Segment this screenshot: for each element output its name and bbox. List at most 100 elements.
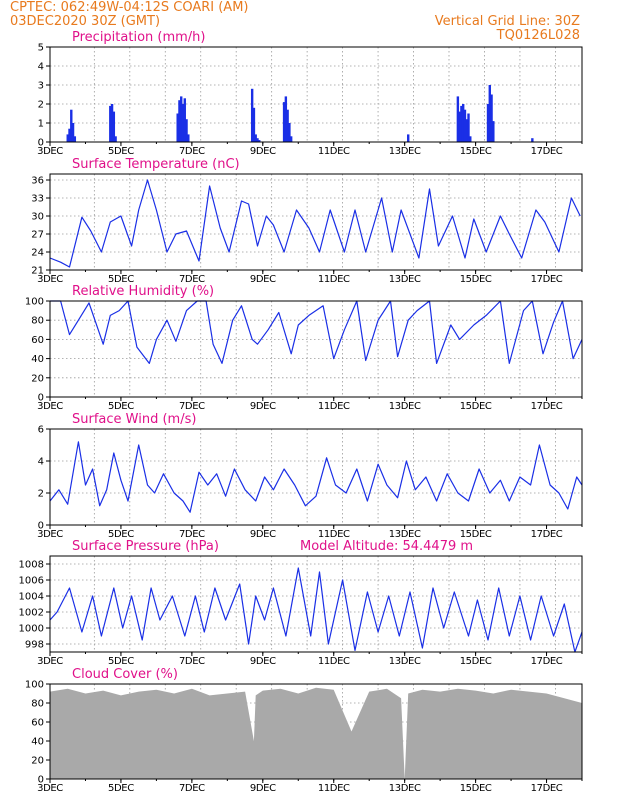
precipitation-bar (284, 96, 288, 142)
model-code: TQ0126L028 (496, 28, 580, 43)
cloud-cover-title: Cloud Cover (%) (72, 667, 178, 682)
humidity-xtick-label: 11DEC (318, 401, 350, 412)
precipitation-bar (176, 113, 179, 142)
humidity-ytick-label: 0 (38, 393, 44, 404)
precipitation-bar (185, 119, 188, 142)
temperature-ytick-label: 21 (31, 266, 44, 277)
pressure-xtick-label: 5DEC (108, 656, 134, 667)
precipitation-bar (178, 100, 181, 142)
temperature-xtick-label: 9DEC (250, 274, 276, 285)
pressure-ytick-label: 1008 (19, 560, 44, 571)
precipitation-bar (486, 104, 490, 142)
temperature-ytick-label: 27 (31, 230, 44, 241)
temperature-xtick-label: 13DEC (389, 274, 421, 285)
temperature-panel: Surface Temperature (nC) 21 24 27 30 33 36 3DE… (31, 157, 583, 285)
pressure-xtick-label: 3DEC (37, 656, 63, 667)
wind-xtick-label: 13DEC (389, 529, 421, 540)
temperature-ytick-label: 30 (31, 212, 44, 223)
pressure-xtick-label: 15DEC (460, 656, 492, 667)
precipitation-bar (66, 134, 69, 142)
precipitation-bar (256, 138, 259, 142)
wind-xtick-label: 3DEC (37, 529, 63, 540)
precipitation-bar (114, 136, 117, 142)
precipitation-bar (187, 134, 190, 142)
cloud-cover-xtick-label: 15DEC (460, 783, 492, 794)
wind-ytick-label: 6 (38, 425, 44, 436)
precipitation-bar (458, 111, 461, 142)
humidity-ytick-label: 100 (25, 297, 44, 308)
humidity-xtick-label: 3DEC (37, 401, 63, 412)
pressure-series-line (49, 567, 583, 653)
cloud-cover-xtick-label: 9DEC (250, 783, 276, 794)
humidity-xtick-label: 17DEC (531, 401, 563, 412)
precipitation-bar (73, 136, 77, 142)
precipitation-bar (181, 104, 185, 142)
temperature-ytick-label: 36 (31, 176, 44, 187)
precipitation-bar (112, 111, 116, 142)
precipitation-bar (467, 113, 470, 142)
precipitation-bar (531, 138, 534, 142)
wind-xtick-label: 9DEC (250, 529, 276, 540)
cloud-cover-frame (49, 683, 583, 780)
precipitation-bar (68, 128, 71, 142)
temperature-xtick-label: 7DEC (179, 274, 205, 285)
cloud-cover-area (50, 687, 582, 779)
precipitation-bar (465, 119, 468, 142)
pressure-title: Surface Pressure (hPa) (72, 539, 219, 554)
cloud-cover-xtick-label: 3DEC (37, 783, 63, 794)
precipitation-ytick-label: 0 (38, 138, 44, 149)
humidity-series-line (50, 300, 583, 364)
precipitation-bar (461, 104, 465, 142)
pressure-ytick-label: 1006 (19, 576, 44, 587)
precipitation-bar (469, 136, 472, 142)
precipitation-bar (109, 105, 112, 142)
precipitation-title: Precipitation (mm/h) (72, 30, 205, 45)
cloud-cover-ytick-label: 20 (31, 756, 44, 767)
cloud-cover-xtick-label: 17DEC (531, 783, 563, 794)
humidity-ytick-label: 80 (31, 316, 44, 327)
cloud-cover-ytick-label: 100 (25, 680, 44, 691)
wind-frame (49, 428, 583, 526)
wind-xtick-label: 7DEC (179, 529, 205, 540)
run-date-header: 03DEC2020 30Z (GMT) (10, 14, 160, 29)
precipitation-bar (254, 134, 257, 142)
cloud-cover-panel: Cloud Cover (%) 0 20 40 60 80 100 3DEC 5DEC 7DEC… (25, 667, 583, 794)
precipitation-bar (70, 109, 73, 142)
precipitation-bar (488, 85, 491, 142)
cloud-cover-xtick-label: 7DEC (179, 783, 205, 794)
model-altitude-annotation: Model Altitude: 54.4479 m (300, 539, 473, 554)
precipitation-bar (490, 94, 493, 142)
pressure-xtick-label: 17DEC (531, 656, 563, 667)
precipitation-xtick-label: 5DEC (108, 146, 134, 157)
temperature-xtick-label: 5DEC (108, 274, 134, 285)
precipitation-frame (49, 46, 583, 143)
precipitation-bar (250, 88, 254, 142)
humidity-ytick-label: 60 (31, 335, 44, 346)
humidity-frame (49, 300, 583, 398)
temperature-xtick-label: 17DEC (531, 274, 563, 285)
wind-panel: Surface Wind (m/s) 0 2 4 6 3DEC 5DEC 7DEC 9DEC 1… (37, 412, 583, 540)
precipitation-bar (71, 123, 75, 142)
cloud-cover-xtick-label: 11DEC (318, 783, 350, 794)
pressure-frame (49, 555, 583, 653)
wind-ytick-label: 0 (38, 521, 44, 532)
temperature-xtick-label: 3DEC (37, 274, 63, 285)
precipitation-bar (282, 102, 286, 142)
humidity-xtick-label: 9DEC (250, 401, 276, 412)
humidity-panel: Relative Humidity (%) 0 20 40 60 80 100 3DEC 5D… (25, 284, 583, 412)
precipitation-bar (288, 123, 291, 142)
station-header: CPTEC: 062:49W-04:12S COARI (AM) (10, 0, 249, 15)
cloud-cover-ytick-label: 80 (31, 699, 44, 710)
temperature-xtick-label: 11DEC (318, 274, 350, 285)
precipitation-bar (407, 134, 410, 142)
pressure-ytick-label: 1004 (19, 592, 44, 603)
precipitation-bar (258, 140, 261, 142)
precipitation-bar (460, 105, 463, 142)
precipitation-ytick-label: 5 (38, 43, 44, 54)
vertical-grid-note: Vertical Grid Line: 30Z (435, 14, 580, 29)
pressure-xtick-label: 9DEC (250, 656, 276, 667)
pressure-xtick-label: 13DEC (389, 656, 421, 667)
cloud-cover-ytick-label: 0 (38, 775, 44, 786)
wind-xtick-label: 15DEC (460, 529, 492, 540)
